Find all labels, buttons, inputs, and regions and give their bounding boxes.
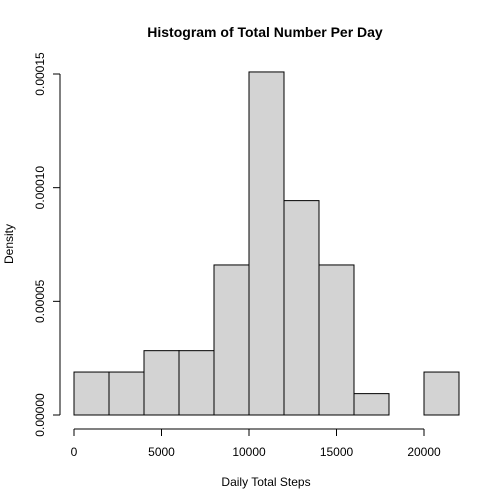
y-tick-label: 0.00015: [33, 52, 47, 96]
histogram-bar-3: [178, 350, 215, 416]
histogram-bar-10: [423, 371, 460, 416]
histogram-bar-0: [73, 371, 110, 416]
y-axis: 0.00000 0.00005 0.00010 0.00015: [33, 52, 61, 437]
chart-title: Histogram of Total Number Per Day: [147, 24, 383, 40]
bars-group: [73, 71, 460, 416]
histogram-bar-5: [248, 71, 285, 416]
y-tick-label: 0.00005: [33, 279, 47, 323]
histogram-bar-8: [353, 393, 390, 416]
y-tick-label: 0.00000: [33, 393, 47, 437]
y-tick-label: 0.00010: [33, 166, 47, 210]
histogram-bar-7: [318, 264, 355, 416]
x-axis-title: Daily Total Steps: [221, 475, 310, 489]
x-axis: 0 5000 10000 15000 20000: [71, 428, 441, 459]
x-tick-label: 15000: [320, 445, 354, 459]
x-tick-label: 10000: [232, 445, 266, 459]
histogram-bar-4: [213, 264, 250, 416]
histogram-bar-2: [143, 350, 180, 416]
histogram-bar-6: [283, 200, 320, 416]
x-tick-label: 5000: [148, 445, 175, 459]
y-axis-title: Density: [2, 224, 16, 264]
x-tick-label: 20000: [407, 445, 441, 459]
histogram-bar-1: [108, 371, 145, 416]
x-tick-label: 0: [71, 445, 78, 459]
